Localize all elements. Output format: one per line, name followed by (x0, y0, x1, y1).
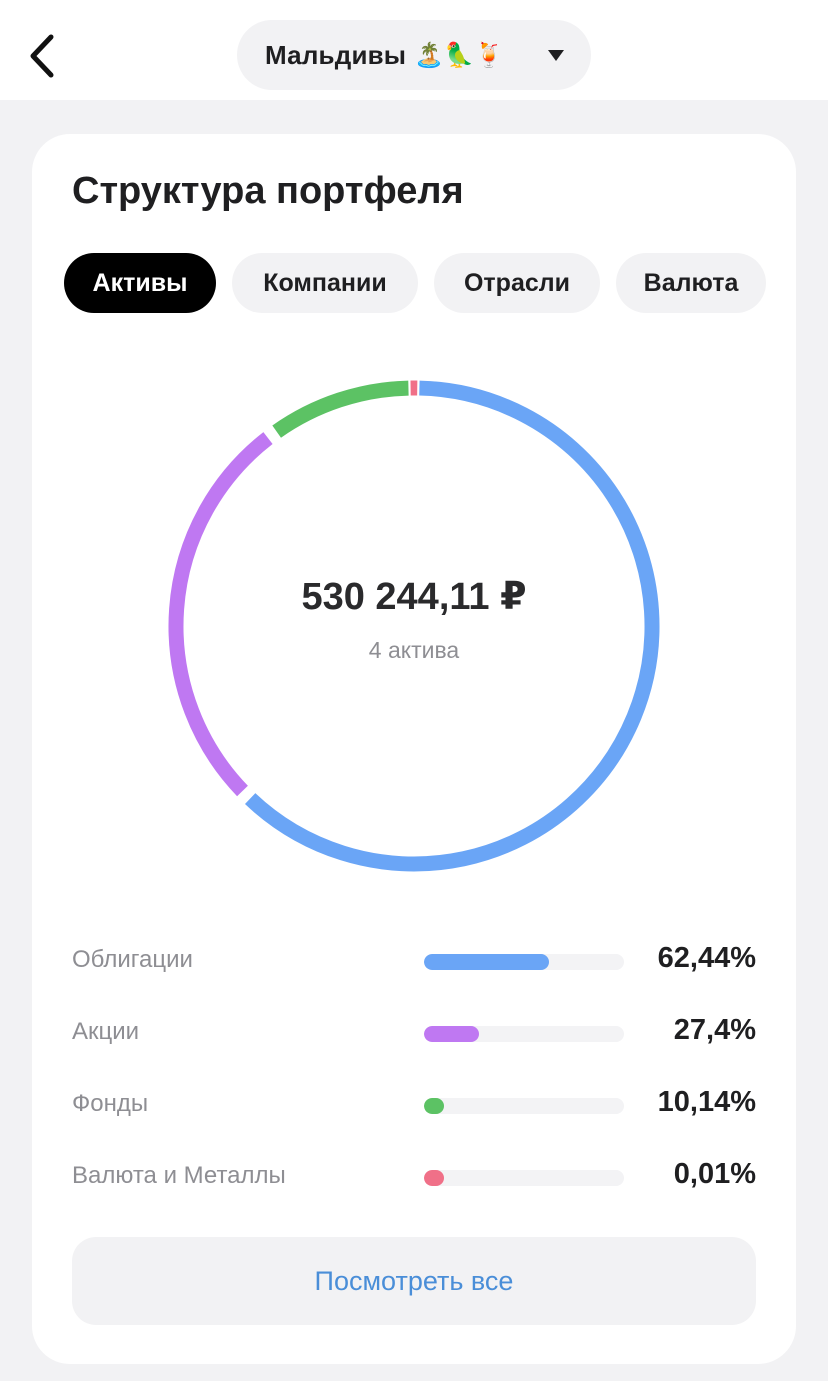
legend-label: Облигации (72, 946, 193, 973)
legend-label: Акции (72, 1018, 140, 1045)
legend-value: 0,01% (673, 1158, 756, 1190)
portfolio-emoji: 🏝️🦜🍹 (414, 41, 504, 69)
portfolio-name: Мальдивы (265, 39, 407, 70)
legend-row-currency-metals[interactable]: Валюта и Металлы 0,01% (72, 1158, 756, 1230)
legend-value: 62,44% (657, 942, 756, 974)
chevron-left-icon (30, 34, 54, 78)
assets-count: 4 актива (368, 637, 460, 663)
portfolio-selector[interactable]: Мальдивы 🏝️🦜🍹 (237, 20, 591, 90)
allocation-legend: Облигации 62,44% Акции 27,4% Фонды 10,14… (72, 942, 756, 1230)
legend-bar-fill (424, 1170, 444, 1186)
allocation-donut-chart (168, 380, 660, 872)
legend-row-stocks[interactable]: Акции 27,4% (72, 1014, 756, 1086)
tab-currency[interactable]: Валюта (616, 253, 766, 313)
legend-bar-fill (424, 1098, 445, 1114)
donut-center: 530 244,11 ₽ 4 актива (167, 574, 661, 664)
donut-segment-stocks (168, 432, 273, 797)
donut-segment-bonds (244, 380, 660, 872)
legend-row-bonds[interactable]: Облигации 62,44% (72, 942, 756, 1014)
legend-value: 27,4% (673, 1014, 756, 1046)
portfolio-total: 530 244,11 ₽ (301, 576, 527, 618)
see-all-button[interactable]: Посмотреть все (72, 1237, 756, 1325)
legend-row-funds[interactable]: Фонды 10,14% (72, 1086, 756, 1158)
legend-bar-fill (424, 954, 549, 970)
caret-down-icon (548, 50, 564, 61)
legend-label: Валюта и Металлы (72, 1162, 286, 1189)
legend-bar-track (424, 1026, 624, 1042)
legend-bar-track (424, 954, 624, 970)
legend-bar-track (424, 1098, 624, 1114)
top-bar: Мальдивы 🏝️🦜🍹 (0, 0, 828, 100)
legend-value: 10,14% (657, 1086, 756, 1118)
tab-assets[interactable]: Активы (64, 253, 216, 313)
portfolio-structure-card: Структура портфеля Активы Компании Отрас… (32, 134, 796, 1364)
legend-bar-fill (424, 1026, 479, 1042)
tab-companies[interactable]: Компании (232, 253, 418, 313)
tab-industries[interactable]: Отрасли (434, 253, 600, 313)
legend-label: Фонды (72, 1090, 149, 1117)
donut-segment-funds (272, 380, 409, 438)
legend-bar-track (424, 1170, 624, 1186)
card-title: Структура портфеля (72, 170, 464, 212)
back-button[interactable] (22, 28, 62, 84)
